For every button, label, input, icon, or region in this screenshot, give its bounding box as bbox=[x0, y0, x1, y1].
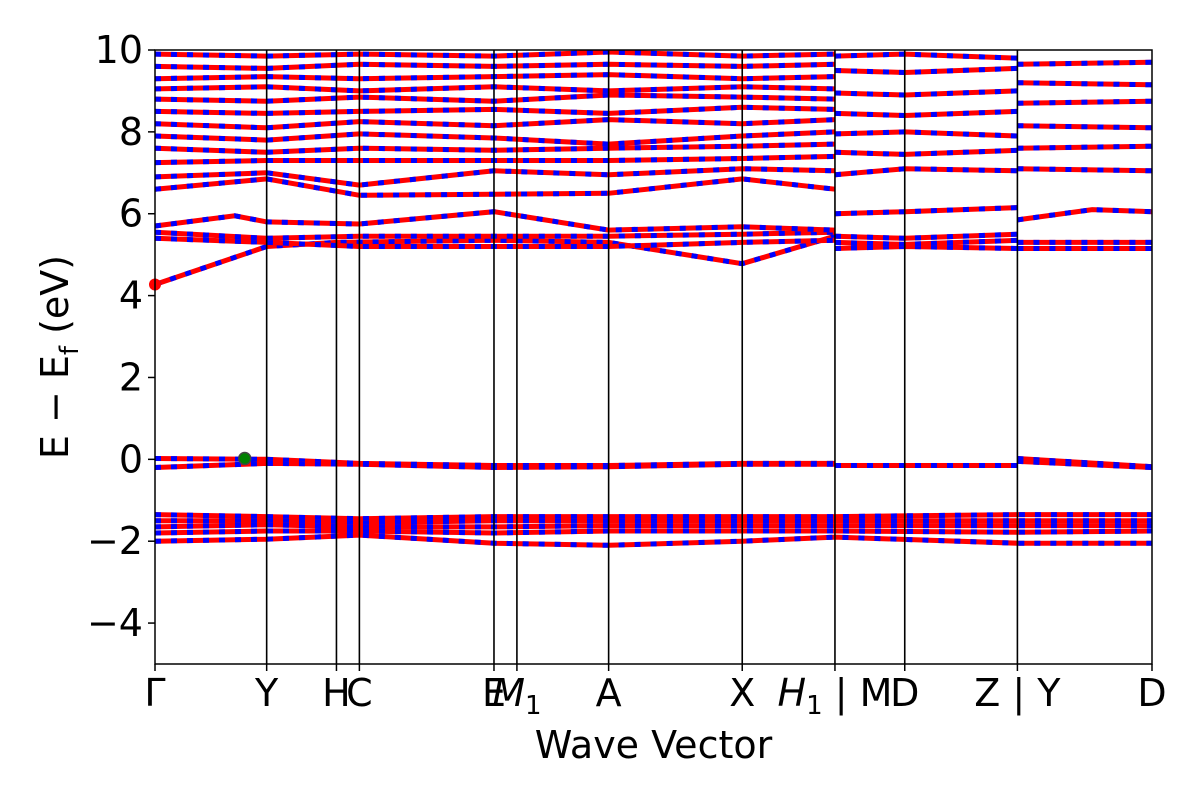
x-tick-label: C bbox=[346, 671, 373, 715]
x-tick-label: E bbox=[482, 671, 506, 715]
band-line-10-weight bbox=[1017, 207, 1153, 223]
band-line-33-weight bbox=[1017, 98, 1153, 106]
x-axis-title: Wave Vector bbox=[535, 723, 773, 767]
y-tick-label: 8 bbox=[119, 110, 143, 154]
y-tick-label: 10 bbox=[95, 28, 143, 72]
y-axis-title-subscript: f bbox=[55, 345, 85, 355]
y-tick-label: −2 bbox=[87, 519, 143, 563]
extrema-markers bbox=[149, 278, 252, 466]
band-line-29 bbox=[834, 51, 1018, 61]
band-line-13 bbox=[154, 153, 836, 166]
y-axis-ticks: −4 −2 0 2 4 6 8 10 bbox=[87, 28, 155, 645]
band-line-4 bbox=[834, 243, 1018, 251]
x-tick-label: H1 | M bbox=[778, 671, 893, 721]
band-line-40-weight bbox=[1017, 458, 1153, 470]
x-tick-label: D bbox=[890, 671, 919, 715]
band-line-34-weight bbox=[1017, 80, 1153, 88]
y-tick-label: 4 bbox=[119, 274, 143, 318]
plot-frame bbox=[154, 49, 1153, 665]
band-line-24 bbox=[834, 147, 1018, 157]
x-tick-label: Γ bbox=[144, 671, 165, 715]
band-line-6 bbox=[834, 231, 1018, 241]
bands-layer bbox=[154, 49, 1153, 548]
band-line-32-weight bbox=[1017, 123, 1153, 131]
band-line-2 bbox=[154, 229, 836, 241]
x-tick-label: H bbox=[322, 671, 351, 715]
x-tick-label: Y bbox=[254, 671, 279, 715]
band-line-30-weight bbox=[1017, 166, 1153, 174]
y-tick-label: 2 bbox=[119, 355, 143, 399]
y-axis-title-unit: (eV) bbox=[33, 255, 77, 334]
x-tick-label: X bbox=[729, 671, 755, 715]
kpoint-lines bbox=[265, 50, 1019, 664]
x-tick-label: Z | Y bbox=[974, 671, 1061, 716]
band-line-31-weight bbox=[1017, 143, 1153, 151]
y-tick-label: 0 bbox=[119, 437, 143, 481]
band-line-28 bbox=[834, 65, 1018, 76]
band-line-26 bbox=[834, 108, 1018, 119]
band-line-11 bbox=[154, 176, 836, 198]
x-tick-label: M1 bbox=[492, 671, 541, 721]
band-line-3-weight bbox=[154, 209, 836, 233]
vbm-marker bbox=[237, 451, 252, 466]
y-axis-title-main: E − E bbox=[33, 355, 77, 459]
y-axis-title: E − Ef (eV) bbox=[33, 255, 85, 459]
band-line-27 bbox=[834, 88, 1018, 98]
y-tick-label: −4 bbox=[87, 601, 143, 645]
band-line-35-weight bbox=[1017, 59, 1153, 67]
y-tick-label: 6 bbox=[119, 192, 143, 236]
band-line-7 bbox=[834, 205, 1018, 217]
band-line-5 bbox=[834, 237, 1018, 247]
band-line-23 bbox=[834, 166, 1018, 178]
band-line-25 bbox=[834, 129, 1018, 139]
x-tick-label: D bbox=[1137, 671, 1166, 715]
x-tick-label: A bbox=[596, 671, 622, 715]
